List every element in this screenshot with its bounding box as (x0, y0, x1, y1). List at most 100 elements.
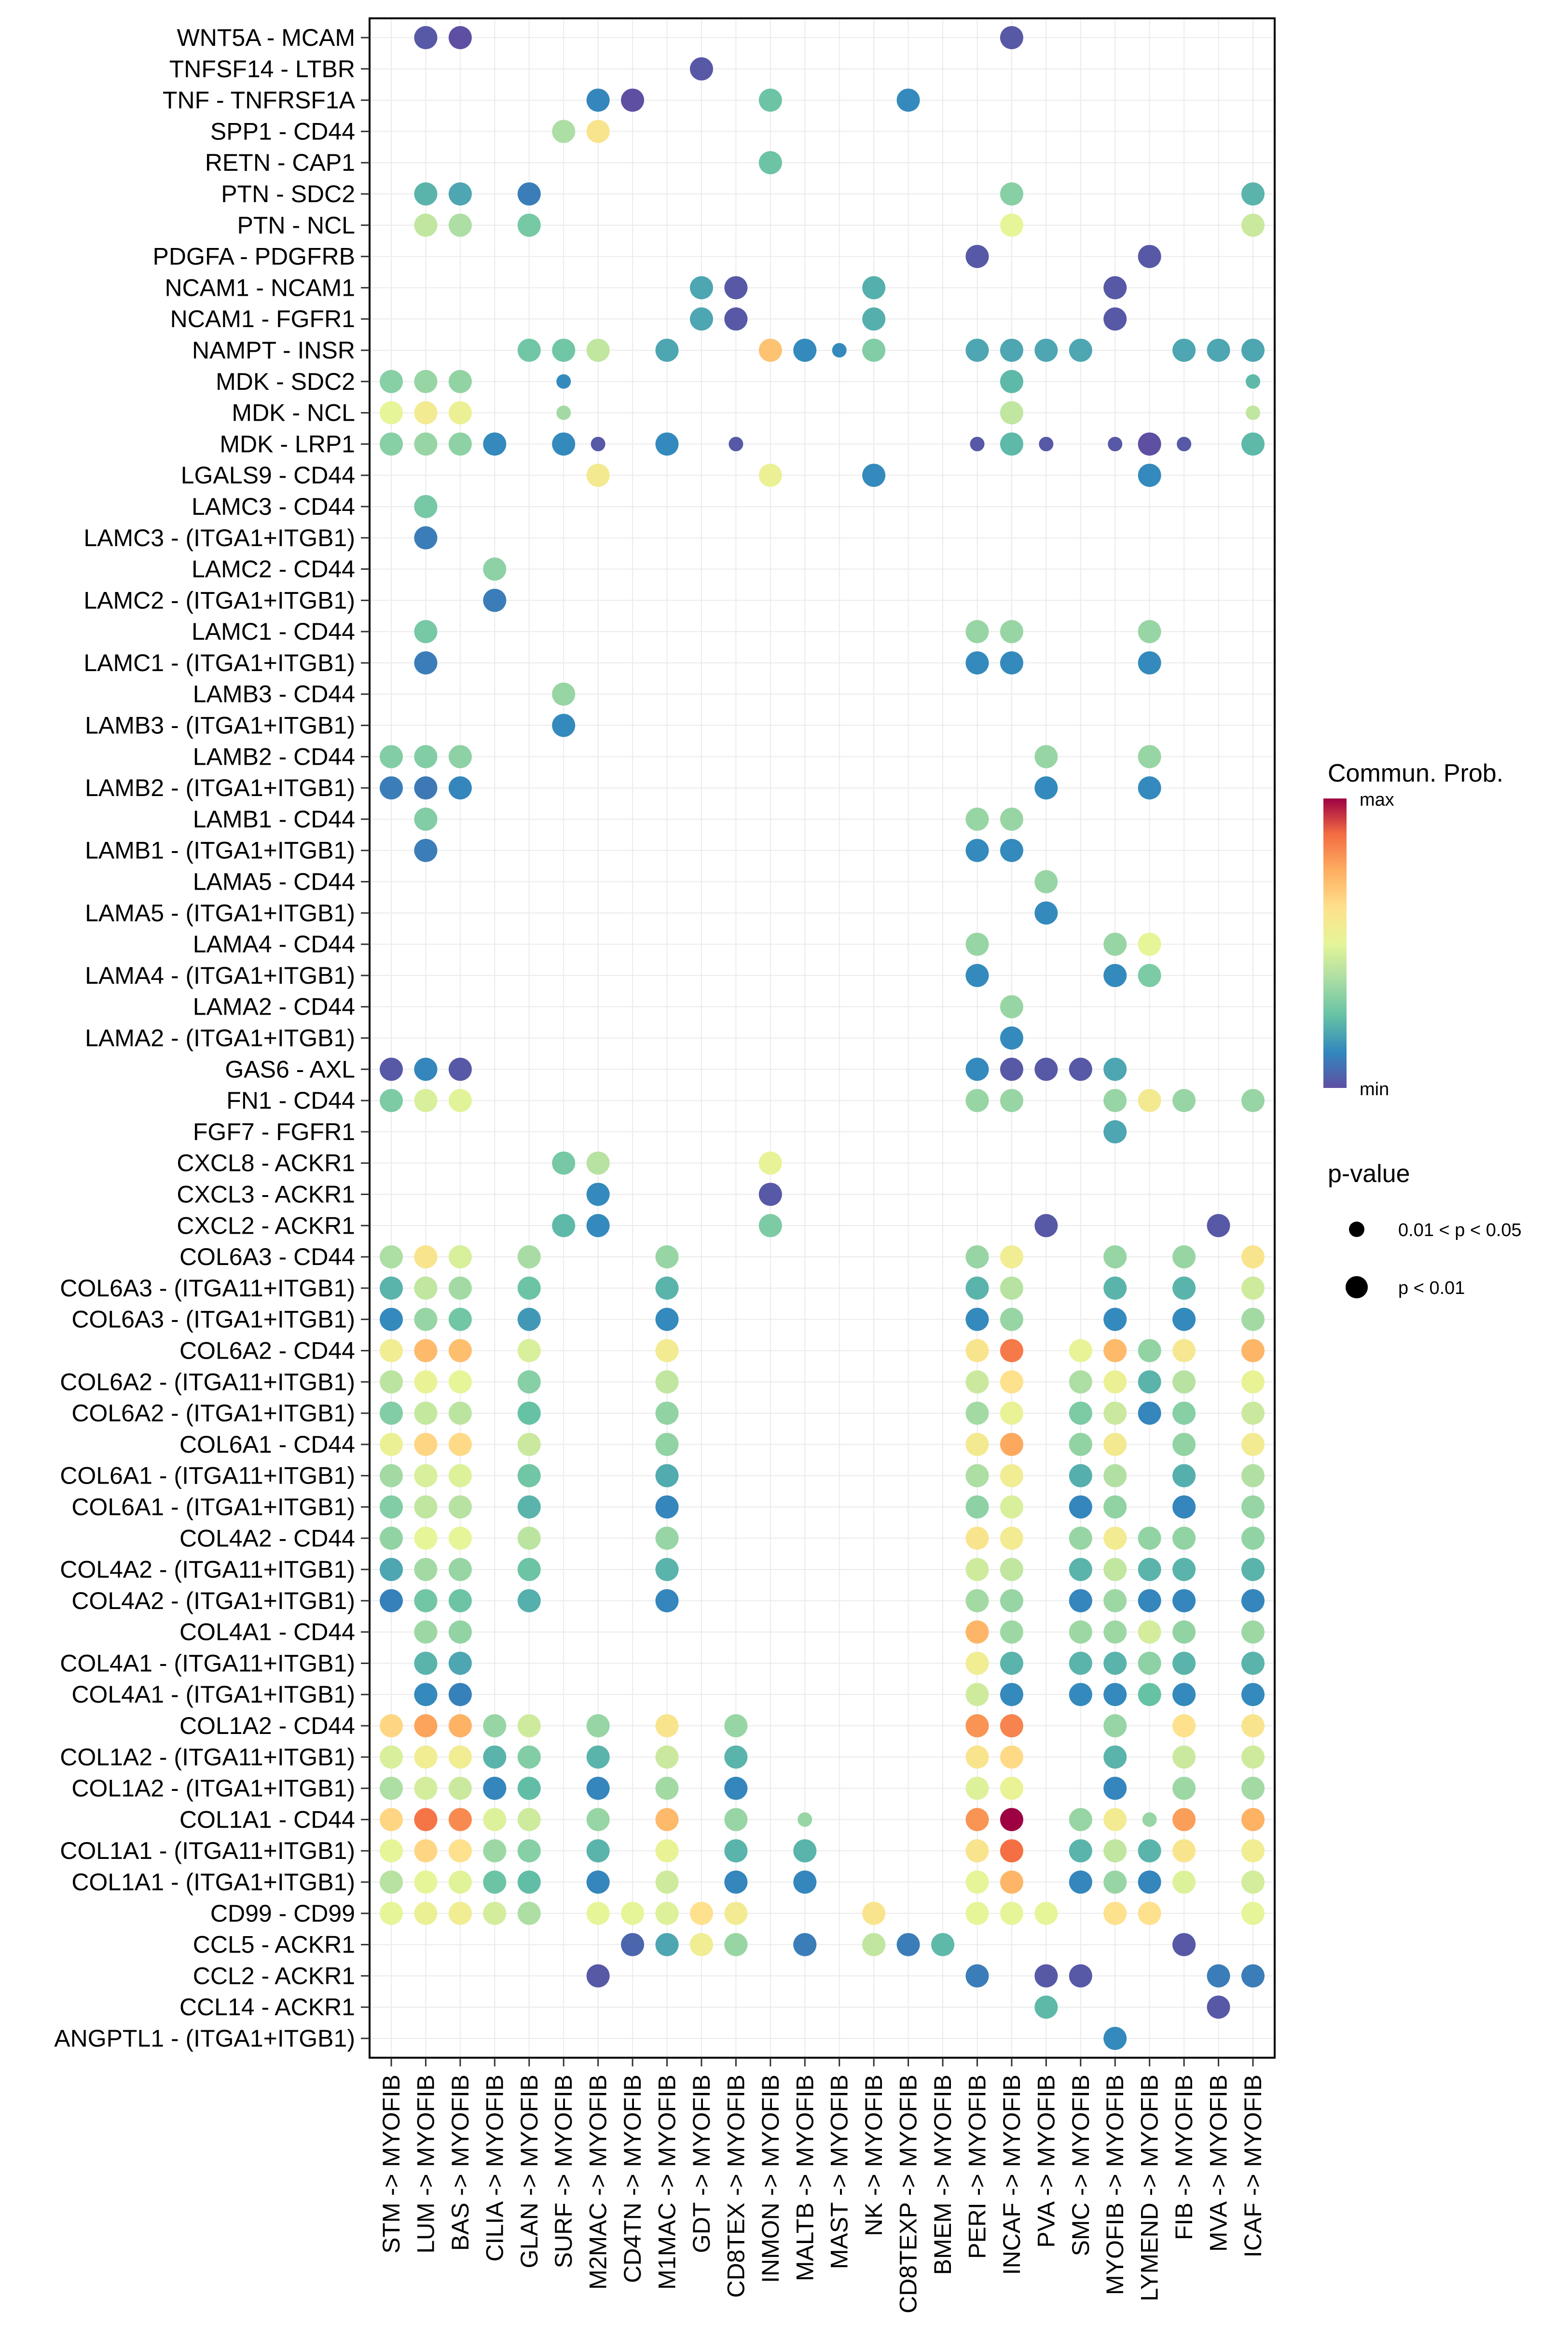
data-point (1034, 1058, 1058, 1081)
y-tick-label: LAMB3 - (ITGA1+ITGB1) (85, 712, 355, 739)
data-point (1103, 1745, 1127, 1769)
data-point (1103, 1370, 1127, 1394)
data-point (1000, 370, 1023, 393)
data-point (414, 213, 438, 237)
data-point (1103, 1120, 1127, 1143)
data-point (414, 1558, 438, 1582)
data-point (724, 1714, 748, 1738)
x-tick-label: INCAF -> MYOFIB (998, 2075, 1025, 2275)
data-point (965, 1839, 989, 1863)
data-point (448, 1589, 472, 1612)
data-point (896, 88, 920, 112)
y-tick-label: GAS6 - AXL (225, 1056, 355, 1083)
data-point (448, 1839, 472, 1863)
data-point (724, 1745, 748, 1769)
data-point (414, 1276, 438, 1300)
data-point (1103, 1464, 1127, 1487)
data-point (1138, 745, 1161, 769)
data-point (586, 88, 610, 112)
data-point (965, 1745, 989, 1769)
data-point (689, 276, 713, 300)
data-point (414, 1871, 438, 1894)
data-point (1034, 1964, 1058, 1988)
data-point (483, 589, 507, 612)
data-point (655, 1307, 679, 1331)
data-point (483, 1745, 507, 1769)
data-point (758, 1151, 782, 1175)
data-point (1000, 1370, 1023, 1394)
data-point (1241, 1464, 1265, 1487)
data-point (1000, 432, 1023, 456)
data-point (1138, 963, 1161, 987)
data-point (1246, 405, 1260, 420)
data-point (448, 1402, 472, 1425)
data-point (380, 1089, 403, 1113)
data-point (1241, 1651, 1265, 1675)
y-tick-label: LAMC2 - CD44 (192, 556, 355, 583)
size-legend-title: p-value (1328, 1160, 1410, 1188)
data-point (517, 1901, 541, 1925)
x-tick-label: FIB -> MYOFIB (1170, 2075, 1197, 2240)
y-tick-label: LAMC1 - CD44 (192, 618, 355, 645)
data-point (1103, 1683, 1127, 1706)
data-point (1000, 1683, 1023, 1706)
size-legend-small-dot (1349, 1222, 1364, 1237)
data-point (380, 1464, 403, 1487)
data-point (380, 1808, 403, 1831)
data-point (1172, 1620, 1196, 1644)
data-point (448, 1495, 472, 1519)
data-point (1000, 1402, 1023, 1425)
data-point (1000, 620, 1023, 644)
x-tick-label: NK -> MYOFIB (860, 2075, 887, 2236)
data-point (1177, 437, 1192, 452)
data-point (1172, 1651, 1196, 1675)
data-point (1000, 1808, 1023, 1831)
data-point (1172, 1527, 1196, 1550)
data-point (965, 620, 989, 644)
data-point (1138, 1839, 1161, 1863)
data-point (1069, 1651, 1092, 1675)
data-point (1000, 1714, 1023, 1738)
data-point (965, 963, 989, 987)
data-point (1103, 1589, 1127, 1612)
data-point (586, 120, 610, 143)
data-point (689, 57, 713, 81)
data-point (586, 1214, 610, 1238)
data-point (655, 1402, 679, 1425)
data-point (1172, 1370, 1196, 1394)
y-tick-label: LAMA5 - CD44 (193, 868, 355, 895)
data-point (1138, 1871, 1161, 1894)
data-point (965, 1370, 989, 1394)
data-point (655, 1464, 679, 1487)
data-point (380, 1495, 403, 1519)
data-point (1138, 1651, 1161, 1675)
y-tick-label: LAMC3 - (ITGA1+ITGB1) (83, 524, 355, 551)
grid-lines (370, 18, 1275, 2058)
data-point (1172, 1776, 1196, 1800)
data-point (517, 1871, 541, 1894)
x-tick-label: LYMEND -> MYOFIB (1136, 2075, 1163, 2301)
y-tick-label: LAMA5 - (ITGA1+ITGB1) (85, 899, 355, 926)
data-point (414, 776, 438, 800)
data-point (655, 1745, 679, 1769)
data-point (586, 1871, 610, 1894)
data-point (380, 1839, 403, 1863)
data-point (655, 1527, 679, 1550)
data-point (1138, 1370, 1161, 1394)
y-tick-label: MDK - SDC2 (216, 368, 355, 395)
data-point (414, 401, 438, 425)
y-tick-label: SPP1 - CD44 (210, 118, 355, 145)
data-point (1000, 1276, 1023, 1300)
data-point (517, 1808, 541, 1831)
data-point (1034, 745, 1058, 769)
data-point (965, 1089, 989, 1113)
data-point (1103, 1808, 1127, 1831)
data-point (380, 1276, 403, 1300)
data-point (1000, 1651, 1023, 1675)
data-point (1172, 1245, 1196, 1269)
y-tick-label: COL6A1 - (ITGA11+ITGB1) (60, 1462, 355, 1489)
data-point (414, 1307, 438, 1331)
data-point (655, 338, 679, 362)
data-point (1172, 1714, 1196, 1738)
